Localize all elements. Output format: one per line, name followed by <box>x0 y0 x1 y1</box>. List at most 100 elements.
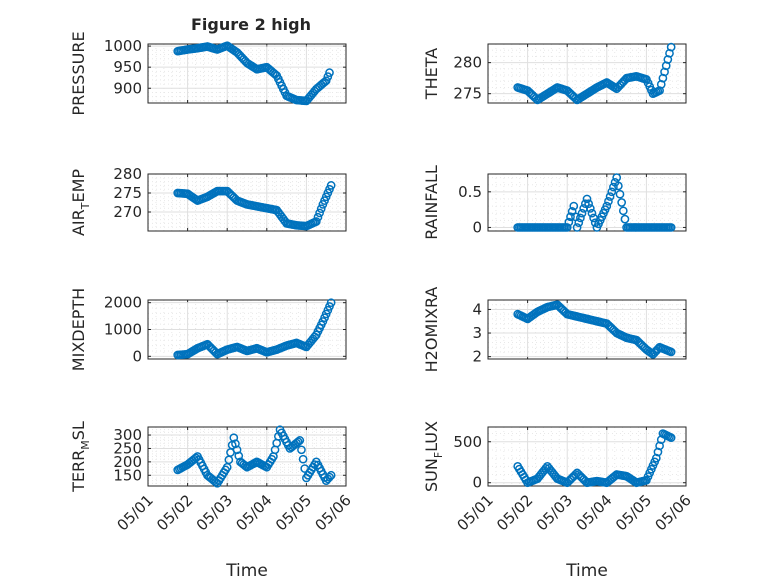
data-point <box>581 199 590 209</box>
y-tick-label: 2000 <box>104 294 142 312</box>
data-point <box>614 181 623 191</box>
subplot-4: 0 0.5 RAINFALL <box>422 165 687 240</box>
x-tick-label: 05/05 <box>612 491 655 534</box>
plot-area <box>147 43 347 104</box>
y-tick-label: 0 <box>132 347 142 365</box>
y-tick-label: 0 <box>472 218 482 236</box>
y-axis-label: AIRTEMP <box>69 169 92 236</box>
y-tick-label: 150 <box>113 466 142 484</box>
y-tick-label: 300 <box>113 426 142 444</box>
data-point <box>666 223 676 232</box>
data-point <box>612 173 622 182</box>
data-point <box>566 212 575 222</box>
data-point <box>326 470 336 480</box>
y-tick-label: 200 <box>113 453 142 471</box>
x-tick-label: 05/02 <box>153 491 196 534</box>
y-tick-label: 0 <box>472 474 482 492</box>
data-point <box>587 208 597 218</box>
data-point <box>326 298 336 308</box>
data-point <box>232 445 242 455</box>
y-axis-label: THETA <box>422 48 441 100</box>
subplot-6: 2 3 4 H2OMIXRA <box>422 287 687 372</box>
x-tick-label: 05/04 <box>572 491 615 534</box>
data-point <box>321 76 331 86</box>
subplot-2: 275 280 THETA <box>422 42 687 105</box>
data-point <box>564 217 574 227</box>
plot-area <box>487 173 687 232</box>
y-tick-label: 2 <box>472 348 482 366</box>
plot-area <box>487 43 687 104</box>
y-tick-label: 900 <box>113 79 142 97</box>
data-point <box>607 187 617 197</box>
data-point <box>609 182 618 192</box>
y-tick-label: 0.5 <box>458 183 482 201</box>
data-point <box>297 445 306 455</box>
data-point <box>584 199 594 209</box>
data-point <box>234 451 244 461</box>
x-tick-label: 05/03 <box>193 491 236 534</box>
x-axis-label: Time <box>565 561 608 581</box>
data-point <box>585 204 595 213</box>
subplot-1: 900 950 1000 PRESSURE <box>69 31 347 116</box>
data-point <box>572 223 582 232</box>
data-point <box>325 472 334 482</box>
data-point <box>323 72 333 82</box>
data-point <box>541 464 551 473</box>
data-point <box>582 194 592 204</box>
y-axis-label: TERRMSL <box>69 421 92 493</box>
data-point <box>325 68 334 78</box>
y-tick-label: 270 <box>113 203 142 221</box>
plot-area <box>487 299 687 360</box>
data-point <box>605 192 615 201</box>
data-point <box>295 436 305 445</box>
x-axis-label: Time <box>225 561 268 581</box>
plot-area <box>147 426 347 487</box>
data-point <box>602 201 612 211</box>
data-point <box>615 189 625 199</box>
y-axis-label: RAINFALL <box>422 165 441 240</box>
subplot-5: 0 1000 2000 MIXDEPTH <box>69 288 347 371</box>
data-point <box>562 223 572 232</box>
y-axis-label: PRESSURE <box>69 31 88 115</box>
data-point <box>620 214 630 224</box>
x-tick-label: 05/04 <box>232 491 275 534</box>
subplot-grid: 900 950 1000 PRESSURE 275 280 THETA 270275280AI… <box>69 31 695 581</box>
data-point <box>574 218 584 228</box>
plot-area <box>147 173 347 232</box>
x-tick-label: 05/01 <box>114 491 157 534</box>
data-point <box>666 433 676 443</box>
data-point <box>666 347 676 357</box>
data-point <box>293 437 303 447</box>
y-axis-label: MIXDEPTH <box>69 288 88 371</box>
x-tick-label: 05/01 <box>454 491 497 534</box>
figure-title: Figure 2 high <box>191 15 311 34</box>
y-tick-label: 280 <box>453 54 482 72</box>
data-point <box>604 196 613 206</box>
y-tick-label: 250 <box>113 439 142 457</box>
data-point <box>298 454 308 464</box>
data-point <box>577 208 587 218</box>
y-tick-label: 3 <box>472 324 482 342</box>
data-point <box>576 213 585 223</box>
y-tick-label: 275 <box>453 85 482 103</box>
x-tick-label: 05/06 <box>312 491 355 534</box>
data-point <box>311 217 321 226</box>
x-tick-label: 05/03 <box>533 491 576 534</box>
data-point <box>618 206 628 216</box>
data-point <box>231 439 240 449</box>
y-tick-label: 1000 <box>104 321 142 339</box>
data-point <box>647 348 656 358</box>
data-point <box>229 433 239 443</box>
data-point <box>313 212 323 222</box>
y-tick-label: 1000 <box>104 37 142 55</box>
data-point <box>224 455 234 465</box>
y-tick-label: 4 <box>472 300 482 318</box>
y-tick-label: 950 <box>113 58 142 76</box>
data-point <box>617 198 627 207</box>
x-tick-label: 05/05 <box>272 491 315 534</box>
data-point <box>326 181 336 190</box>
